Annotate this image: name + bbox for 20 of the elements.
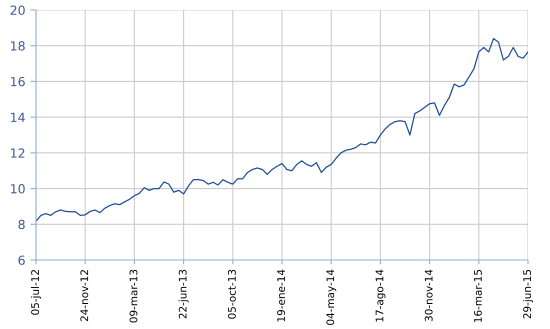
x-tick-label: 30-nov-14 [424, 270, 433, 322]
y-tick-label: 10 [11, 184, 25, 194]
x-tick-label: 22-jun-13 [178, 270, 189, 318]
y-tick-label: 14 [11, 112, 25, 122]
y-tick-label: 16 [11, 76, 25, 86]
y-tick-label: 6 [18, 255, 25, 265]
line-series [36, 38, 528, 222]
x-tick-label: 24-nov-12 [80, 270, 88, 322]
x-tick-label: 04-may-14 [326, 270, 336, 325]
x-tick-label: 29-jun-15 [522, 270, 534, 318]
y-tick-label: 20 [10, 5, 25, 15]
y-tick-label: 12 [11, 148, 24, 158]
y-tick-label: 8 [18, 220, 25, 230]
x-tick-label: 05-oct-13 [228, 270, 236, 319]
x-tick-label: 09-mar-13 [130, 270, 138, 323]
x-tick-label: 19-ene-14 [277, 270, 286, 322]
x-tick-label: 17-ago-14 [376, 270, 386, 322]
x-tick-label: 16-mar-15 [474, 270, 482, 322]
y-tick-label: 18 [11, 41, 25, 51]
x-tick-label: 05-jul-12 [30, 270, 42, 315]
